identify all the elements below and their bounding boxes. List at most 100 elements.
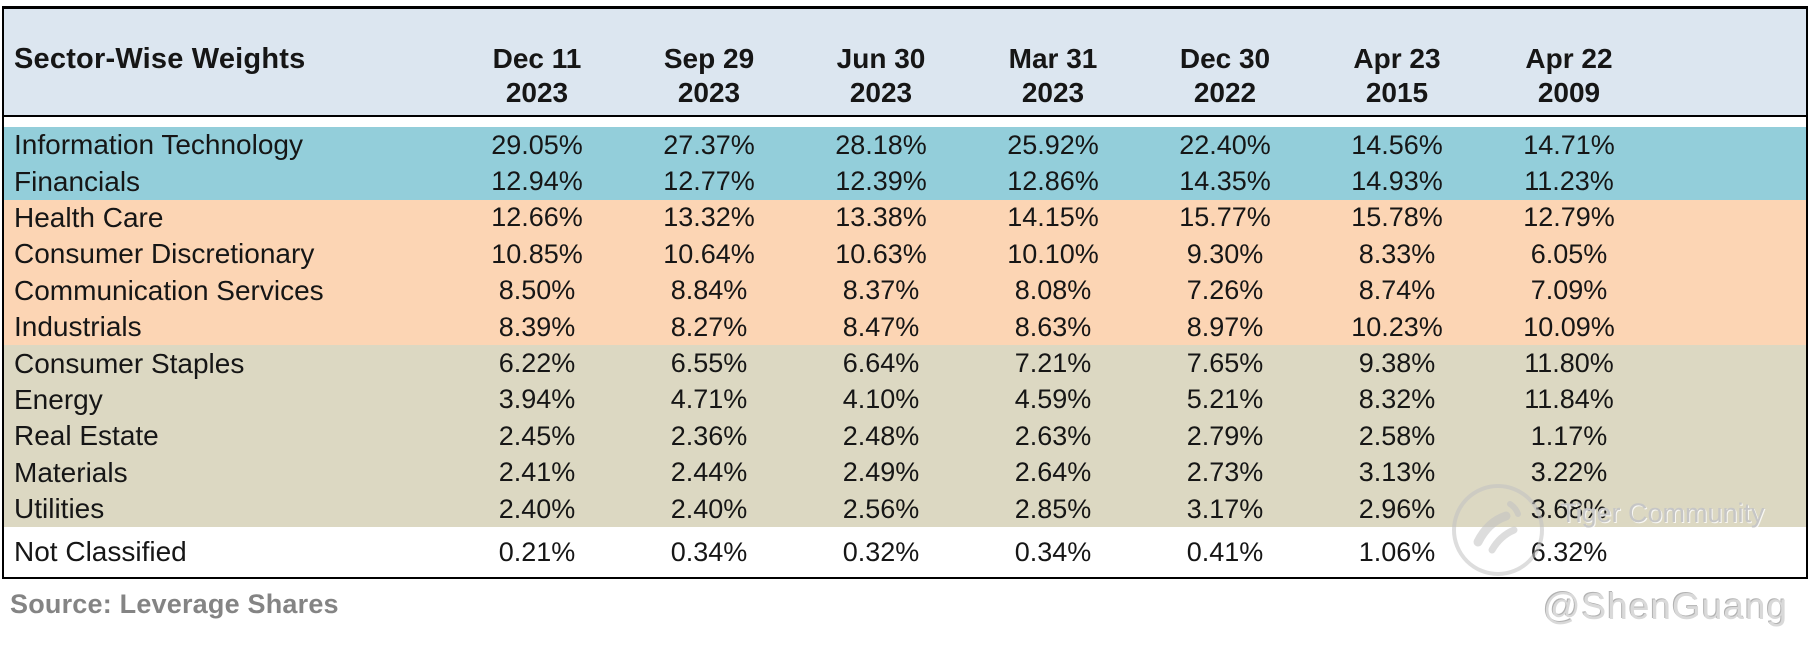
column-header-year: 2023 [677,77,741,108]
column-header-monthday: Jun 30 [836,43,926,74]
weight-value-cell: 12.79% [1523,202,1615,233]
column-header-year: 2009 [1537,77,1601,108]
column-header-date: Dec 11 2023 [451,42,623,115]
weight-value-cell: 22.40% [1179,129,1271,160]
weight-value-cell: 28.18% [835,129,927,160]
weight-value-cell: 6.55% [670,348,748,379]
weight-value-cell: 2.45% [498,420,576,451]
table-row: Consumer Discretionary 10.85% 10.64% 10.63%… [4,236,1806,273]
weight-value-cell: 7.65% [1186,348,1264,379]
column-header-year: 2023 [505,77,569,108]
weight-value-cell: 8.39% [498,311,576,342]
sector-name-cell: Consumer Staples [14,347,245,379]
weight-value-cell: 7.26% [1186,275,1264,306]
table-title: Sector-Wise Weights [14,43,306,75]
weight-value-cell: 8.37% [842,275,920,306]
weight-value-cell: 8.84% [670,275,748,306]
weight-value-cell: 11.84% [1524,384,1614,415]
weight-value-cell: 12.66% [491,202,583,233]
sector-name-cell: Consumer Discretionary [14,238,315,270]
weight-value-cell: 8.08% [1014,275,1092,306]
sector-name-cell: Real Estate [14,420,159,452]
weight-value-cell: 14.35% [1179,166,1271,197]
weight-value-cell: 15.78% [1351,202,1443,233]
sector-name-cell: Industrials [14,311,142,343]
weight-value-cell: 3.94% [498,384,576,415]
table-row: Utilities 2.40% 2.40% 2.56% 2.85% 3.17% 2.96% 3… [4,490,1806,528]
header-gap [4,117,1806,127]
weight-value-cell: 2.40% [670,493,748,524]
weight-value-cell: 2.49% [842,457,920,488]
column-header-year: 2023 [1021,77,1085,108]
weight-value-cell: 10.10% [1007,238,1099,269]
weight-value-cell: 10.23% [1351,311,1443,342]
weight-value-cell: 11.23% [1524,166,1614,197]
column-header-year: 2015 [1365,77,1429,108]
sector-name-cell: Financials [14,165,141,197]
weight-value-cell: 2.40% [498,493,576,524]
weight-value-cell: 8.33% [1358,238,1436,269]
column-header-date: Apr 22 2009 [1483,42,1655,115]
sector-name-cell: Communication Services [14,274,324,306]
weight-value-cell: 7.21% [1014,348,1092,379]
weight-value-cell: 1.17% [1530,420,1608,451]
weight-value-cell: 10.63% [835,238,927,269]
table-row: Information Technology 29.05% 27.37% 28.18%… [4,127,1806,164]
column-header-monthday: Apr 23 [1353,43,1441,74]
weight-value-cell: 6.64% [842,348,920,379]
column-header-year: 2022 [1193,77,1257,108]
weight-value-cell: 27.37% [663,129,755,160]
weight-value-cell: 14.71% [1523,129,1615,160]
weight-value-cell: 8.32% [1358,384,1436,415]
sector-name-cell: Utilities [14,493,105,525]
weight-value-cell: 8.47% [842,311,920,342]
column-header-monthday: Mar 31 [1008,43,1098,74]
sector-weights-table: Sector-Wise Weights Dec 11 2023 Sep 29 2023… [2,6,1808,580]
weight-value-cell: 12.94% [491,166,583,197]
column-header-monthday: Dec 30 [1179,43,1271,74]
weight-value-cell: 10.64% [663,238,755,269]
weight-value-cell: 2.63% [1014,420,1092,451]
weight-value-cell: 12.86% [1007,166,1099,197]
table-header-row: Sector-Wise Weights Dec 11 2023 Sep 29 2023… [4,9,1806,117]
column-header-date: Mar 31 2023 [967,42,1139,115]
weight-value-cell: 29.05% [491,129,583,160]
sector-name-cell: Energy [14,383,103,415]
sector-name-cell: Information Technology [14,129,303,161]
weight-value-cell: 2.79% [1186,420,1264,451]
table-row: Financials 12.94% 12.77% 12.39% 12.86% 14.35%… [4,163,1806,200]
weight-value-cell: 7.09% [1530,275,1608,306]
source-note: Source: Leverage Shares [10,589,339,620]
weight-value-cell: 9.30% [1186,238,1264,269]
weight-value-cell: 14.56% [1351,129,1443,160]
weight-value-cell: 0.21% [498,536,576,567]
weight-value-cell: 8.50% [498,275,576,306]
weight-value-cell: 2.56% [842,493,920,524]
weight-value-cell: 2.44% [670,457,748,488]
weight-value-cell: 8.97% [1186,311,1264,342]
weight-value-cell: 14.15% [1007,202,1099,233]
column-header-date: Apr 23 2015 [1311,42,1483,115]
weight-value-cell: 3.68% [1530,493,1608,524]
weight-value-cell: 14.93% [1351,166,1443,197]
weight-value-cell: 8.63% [1014,311,1092,342]
weight-value-cell: 5.21% [1186,384,1264,415]
column-header-date: Dec 30 2022 [1139,42,1311,115]
weight-value-cell: 6.22% [498,348,576,379]
weight-value-cell: 9.38% [1358,348,1436,379]
table-row: Not Classified 0.21% 0.34% 0.32% 0.34% 0.41% 1… [4,527,1806,578]
weight-value-cell: 3.22% [1530,457,1608,488]
weight-value-cell: 0.32% [842,536,920,567]
weight-value-cell: 2.73% [1186,457,1264,488]
table-row: Energy 3.94% 4.71% 4.10% 4.59% 5.21% 8.32% 11.8… [4,381,1806,419]
column-header-date: Jun 30 2023 [795,42,967,115]
weight-value-cell: 13.38% [835,202,927,233]
weight-value-cell: 0.34% [670,536,748,567]
weight-value-cell: 0.34% [1014,536,1092,567]
column-header-monthday: Sep 29 [663,43,755,74]
sector-name-cell: Not Classified [14,536,187,568]
table-row: Materials 2.41% 2.44% 2.49% 2.64% 2.73% 3.13% 3… [4,454,1806,491]
weight-value-cell: 2.85% [1014,493,1092,524]
column-header-monthday: Apr 22 [1525,43,1613,74]
sector-name-cell: Materials [14,456,128,488]
